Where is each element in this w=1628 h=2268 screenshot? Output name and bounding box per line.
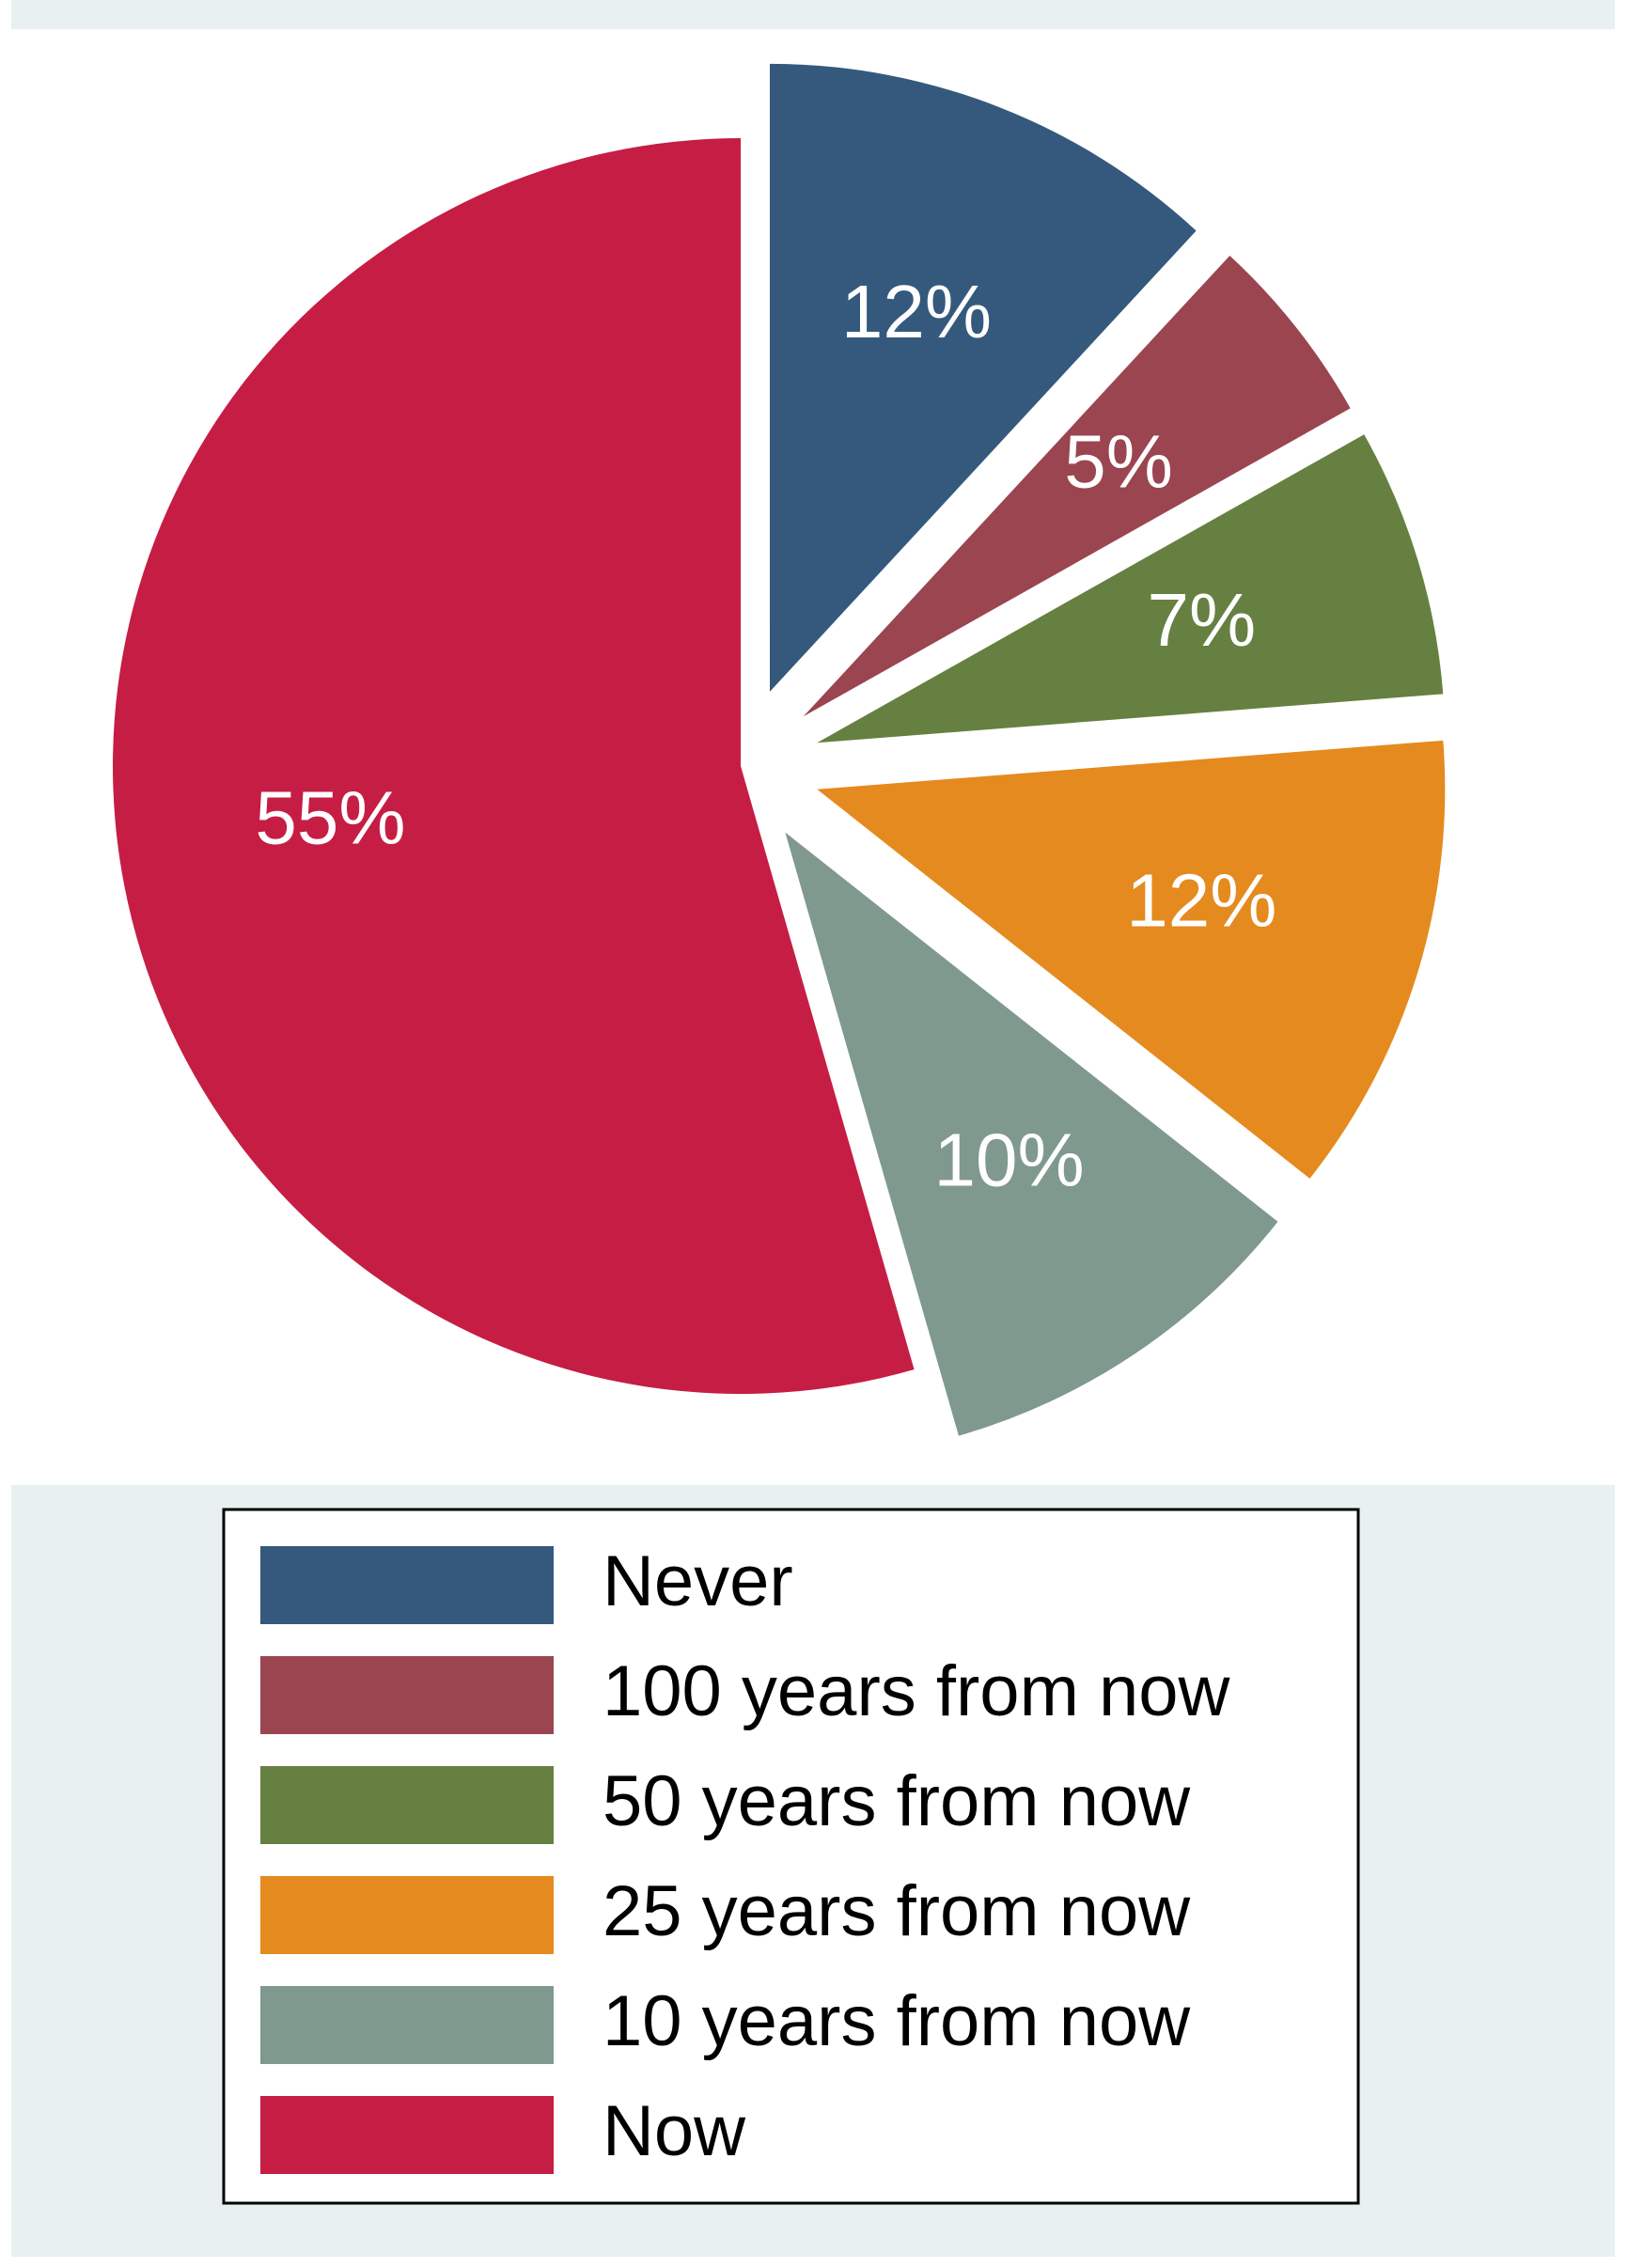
slice-label: 12%	[1126, 858, 1276, 942]
slice-label: 12%	[841, 270, 992, 353]
top-band	[11, 0, 1615, 29]
legend-label: 50 years from now	[603, 1761, 1191, 1841]
pie-slice	[817, 434, 1444, 743]
legend-box	[222, 1508, 1360, 2205]
pie-slice	[769, 63, 1197, 692]
legend-swatch	[260, 1986, 554, 2064]
legend-label: Now	[603, 2091, 746, 2171]
legend-swatch	[260, 1546, 554, 1624]
slice-label: 55%	[255, 776, 405, 860]
pie-slice	[113, 138, 915, 1394]
pie-slice	[817, 740, 1446, 1179]
legend-swatch	[260, 1876, 554, 1954]
slice-label: 7%	[1147, 578, 1256, 662]
legend-swatch	[260, 1656, 554, 1734]
legend-label: 100 years from now	[603, 1651, 1231, 1731]
legend-swatch	[260, 1766, 554, 1844]
legend-swatch	[260, 2096, 554, 2174]
pie-slice	[803, 255, 1351, 717]
slice-label: 10%	[934, 1118, 1085, 1202]
legend-label: 10 years from now	[603, 1981, 1191, 2061]
legend-label: Never	[603, 1541, 793, 1621]
pie-slice	[785, 832, 1278, 1436]
slice-label: 5%	[1064, 419, 1173, 503]
legend-label: 25 years from now	[603, 1871, 1191, 1951]
